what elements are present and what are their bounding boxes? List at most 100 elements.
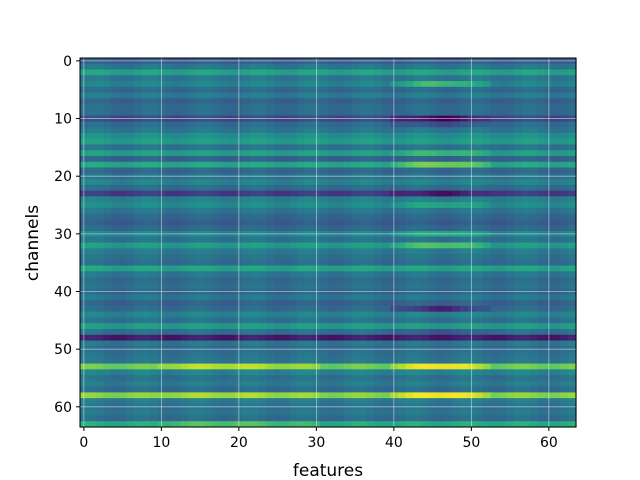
heatmap-cell: [304, 207, 314, 215]
heatmap-cell: [335, 311, 345, 319]
heatmap-cell: [568, 202, 577, 209]
heatmap-cell: [250, 127, 259, 134]
heatmap-cell: [227, 207, 236, 215]
heatmap-cell: [374, 156, 383, 163]
heatmap-cell: [126, 144, 135, 151]
heatmap-cell: [498, 282, 507, 290]
heatmap-cell: [428, 415, 438, 422]
heatmap-cell: [242, 202, 252, 209]
heatmap-cell: [149, 132, 159, 140]
heatmap-cell: [320, 277, 329, 284]
heatmap-cell: [196, 81, 205, 88]
heatmap-cell: [111, 254, 120, 261]
heatmap-cell: [343, 69, 352, 76]
heatmap-cell: [219, 75, 228, 82]
heatmap-cell: [475, 254, 484, 261]
heatmap-cell: [328, 121, 337, 128]
heatmap-cell: [173, 294, 182, 301]
heatmap-cell: [529, 207, 538, 215]
heatmap-cell: [289, 392, 298, 399]
heatmap-cell: [289, 369, 298, 376]
heatmap-cell: [568, 352, 577, 359]
heatmap-cell: [475, 167, 484, 174]
heatmap-cell: [359, 98, 368, 105]
heatmap-cell: [459, 352, 469, 359]
heatmap-cell: [281, 225, 290, 232]
heatmap-cell: [374, 254, 383, 261]
heatmap-cell: [359, 259, 368, 267]
heatmap-cell: [134, 63, 143, 71]
heatmap-cell: [413, 132, 422, 140]
heatmap-cell: [204, 98, 213, 105]
heatmap-cell: [366, 92, 376, 99]
heatmap-cell: [250, 219, 259, 226]
heatmap-cell: [506, 369, 515, 376]
heatmap-cell: [173, 311, 182, 319]
heatmap-cell: [173, 86, 182, 94]
heatmap-cell: [227, 392, 236, 399]
heatmap-cell: [304, 305, 314, 313]
heatmap-cell: [273, 271, 283, 278]
heatmap-cell: [273, 144, 283, 151]
heatmap-cell: [351, 86, 360, 94]
heatmap-cell: [514, 254, 523, 261]
heatmap-cell: [335, 236, 345, 244]
heatmap-cell: [421, 69, 430, 76]
heatmap-cell: [568, 132, 577, 140]
heatmap-cell: [428, 317, 438, 324]
heatmap-cell: [165, 282, 174, 290]
heatmap-cell: [266, 334, 275, 342]
heatmap-cell: [281, 392, 290, 399]
heatmap-cell: [297, 294, 306, 301]
heatmap-cell: [134, 328, 143, 336]
heatmap-cell: [475, 311, 484, 319]
heatmap-cell: [335, 86, 345, 94]
heatmap-cell: [95, 144, 104, 151]
heatmap-cell: [444, 207, 453, 215]
heatmap-cell: [397, 421, 407, 428]
heatmap-cell: [180, 144, 190, 151]
heatmap-cell: [483, 363, 492, 370]
heatmap-cell: [87, 81, 97, 88]
heatmap-cell: [258, 328, 267, 336]
heatmap-cell: [250, 190, 259, 197]
heatmap-cell: [483, 69, 492, 76]
heatmap-cell: [126, 242, 135, 249]
heatmap-cell: [266, 156, 275, 163]
heatmap-cell: [196, 109, 205, 117]
heatmap-cell: [165, 213, 174, 221]
heatmap-cell: [289, 167, 298, 174]
heatmap-cell: [436, 305, 445, 313]
heatmap-cell: [297, 138, 306, 146]
heatmap-cell: [219, 161, 228, 169]
heatmap-cell: [304, 219, 314, 226]
heatmap-cell: [227, 282, 236, 290]
heatmap-cell: [118, 323, 128, 330]
heatmap-cell: [359, 357, 368, 365]
heatmap-cell: [335, 415, 345, 422]
heatmap-cell: [142, 138, 151, 146]
heatmap-cell: [111, 207, 120, 215]
heatmap-cell: [180, 98, 190, 105]
heatmap-cell: [304, 104, 314, 111]
heatmap-cell: [452, 363, 461, 370]
heatmap-cell: [529, 236, 538, 244]
heatmap-cell: [436, 409, 445, 417]
heatmap-cell: [142, 144, 151, 151]
heatmap-cell: [204, 323, 213, 330]
heatmap-cell: [328, 207, 337, 215]
heatmap-cell: [413, 184, 422, 192]
heatmap-cell: [568, 161, 577, 169]
heatmap-cell: [343, 271, 352, 278]
heatmap-cell: [475, 282, 484, 290]
heatmap-cell: [552, 317, 562, 324]
heatmap-cell: [397, 259, 407, 267]
heatmap-cell: [111, 409, 120, 417]
heatmap-cell: [118, 104, 128, 111]
heatmap-cell: [211, 323, 221, 330]
heatmap-cell: [498, 167, 507, 174]
heatmap-cell: [242, 259, 252, 267]
heatmap-cell: [250, 167, 259, 174]
heatmap-cell: [204, 179, 213, 186]
heatmap-cell: [490, 144, 500, 151]
